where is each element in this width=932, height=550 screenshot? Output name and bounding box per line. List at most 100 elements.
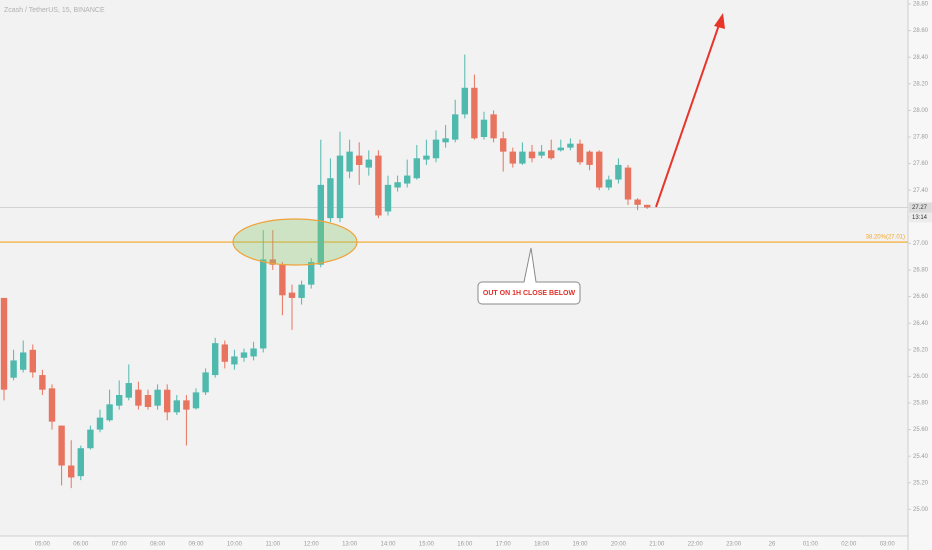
- candle-body: [557, 147, 564, 151]
- callout-box: [477, 247, 581, 305]
- x-tick-label: 20:00: [611, 542, 627, 548]
- x-tick-label: 22:00: [688, 542, 704, 548]
- x-tick-label: 06:00: [73, 542, 89, 548]
- x-tick-label: 23:00: [726, 542, 742, 548]
- candle-body: [192, 392, 200, 409]
- fib-level-label: 38.20%(27.01): [866, 235, 905, 241]
- candle-body: [221, 344, 228, 362]
- candle-body: [365, 159, 372, 168]
- candle-body: [596, 151, 603, 188]
- arrow-line: [655, 21, 721, 208]
- y-tick-label: 25.20: [913, 480, 929, 486]
- candle-body: [442, 138, 449, 143]
- x-tick-label: 11:00: [266, 542, 281, 548]
- candle-body: [394, 182, 401, 188]
- candle-body: [432, 139, 440, 159]
- candle-body: [509, 151, 516, 164]
- x-tick-label: 16:00: [457, 542, 473, 548]
- x-tick-label: 09:00: [188, 542, 204, 548]
- x-tick-label: 14:00: [380, 542, 396, 548]
- candle-body: [240, 352, 248, 358]
- candle-body: [154, 389, 161, 406]
- x-tick-label: 05:00: [35, 542, 51, 548]
- y-tick-label: 27.00: [913, 241, 929, 247]
- candle-body: [173, 400, 180, 413]
- candle-body: [452, 114, 459, 140]
- y-tick-label: 26.80: [913, 268, 929, 274]
- arrow-head: [714, 13, 725, 29]
- candle-body: [634, 199, 641, 205]
- plot-bg: [0, 0, 908, 536]
- candle-body: [327, 178, 334, 219]
- candle-body: [615, 164, 622, 180]
- y-tick-label: 26.60: [913, 294, 929, 300]
- y-tick-label: 25.40: [913, 454, 929, 460]
- candle-body: [106, 404, 113, 421]
- x-tick-label: 26: [769, 542, 776, 548]
- x-tick-label: 01:00: [803, 542, 819, 548]
- y-tick-label: 26.40: [913, 321, 929, 327]
- candle-body: [624, 167, 632, 200]
- countdown-box: [909, 212, 932, 223]
- candle-body: [116, 395, 123, 406]
- x-tick-label: 10:00: [227, 542, 243, 548]
- candle-body: [0, 297, 8, 390]
- candle-body: [231, 356, 238, 365]
- countdown-label: 13:14: [912, 215, 928, 221]
- x-tick-label: 08:00: [150, 542, 166, 548]
- y-tick-label: 27.80: [913, 135, 929, 141]
- candle-body: [317, 184, 324, 265]
- candle-body: [490, 114, 497, 139]
- x-tick-label: 07:00: [112, 542, 128, 548]
- candle-body: [10, 360, 17, 378]
- candle-body: [461, 87, 468, 115]
- x-tick-label: 02:00: [841, 542, 857, 548]
- x-tick-label: 13:00: [342, 542, 358, 548]
- candle-body: [269, 259, 276, 265]
- y-tick-label: 26.00: [913, 374, 929, 380]
- candle-body: [298, 284, 305, 298]
- candle-body: [279, 264, 286, 296]
- candle-body: [576, 143, 584, 163]
- candle-body: [212, 343, 219, 376]
- candle-body: [77, 448, 84, 477]
- y-tick-label: 25.80: [913, 401, 929, 407]
- candle-body: [356, 155, 363, 165]
- chart-title: Zcash / TetherUS, 15, BINANCE: [4, 7, 105, 14]
- y-tick-label: 28.80: [913, 2, 929, 8]
- highlight-ellipse: [232, 218, 358, 266]
- callout-text: OUT ON 1H CLOSE BELOW: [483, 290, 576, 297]
- y-tick-label: 28.40: [913, 55, 929, 61]
- y-tick-label: 25.60: [913, 427, 929, 433]
- y-tick-label: 27.40: [913, 188, 929, 194]
- candle-body: [538, 151, 545, 156]
- candle-body: [605, 179, 612, 188]
- candle-body: [480, 119, 488, 137]
- x-tick-label: 18:00: [534, 542, 550, 548]
- y-tick-label: 25.00: [913, 507, 929, 513]
- x-tick-label: 21:00: [649, 542, 665, 548]
- candle-body: [548, 150, 555, 159]
- candle-body: [39, 375, 46, 390]
- candle-body: [423, 155, 430, 160]
- candle-body: [644, 204, 651, 208]
- candle-body: [250, 348, 257, 357]
- x-tick-label: 03:00: [880, 542, 896, 548]
- candle-body: [20, 352, 27, 370]
- x-tick-label: 19:00: [572, 542, 588, 548]
- candle-body: [125, 383, 132, 398]
- candle-body: [288, 292, 296, 298]
- y-tick-label: 28.60: [913, 28, 929, 34]
- candle-body: [375, 155, 382, 216]
- candle-body: [471, 87, 478, 139]
- y-tick-label: 28.20: [913, 81, 929, 87]
- candle-body: [413, 158, 420, 179]
- candle-body: [135, 389, 142, 406]
- candle-body: [87, 429, 94, 449]
- y-tick-label: 28.00: [913, 108, 929, 114]
- price-axis-bg: [908, 0, 932, 550]
- candle-body: [567, 143, 574, 148]
- candle-body: [202, 372, 209, 393]
